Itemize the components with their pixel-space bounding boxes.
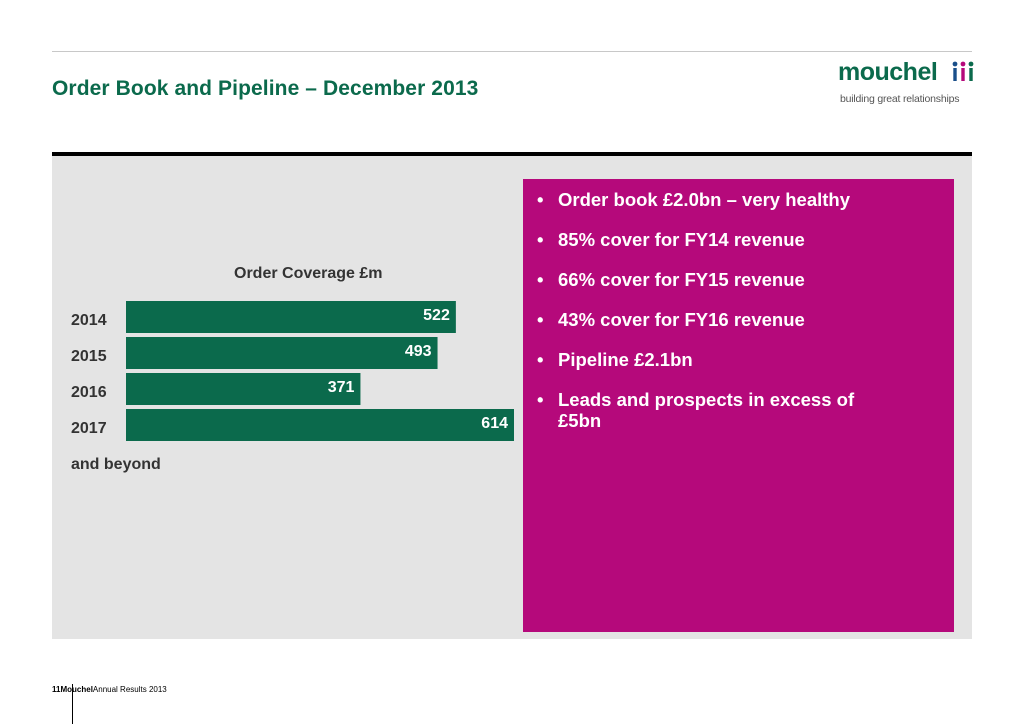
bullet-dot: • <box>537 269 544 290</box>
value-label-2017: 614 <box>481 415 508 432</box>
highlight-text: Leads and prospects in excess of £5bn <box>558 389 855 431</box>
page-number: 11 <box>52 685 61 694</box>
bullet-dot: • <box>537 229 544 250</box>
footer-divider <box>72 684 73 724</box>
highlights-box: • Order book £2.0bn – very healthy • 85% co… <box>523 179 954 632</box>
footer-company: Mouchel <box>60 685 93 694</box>
highlight-item: • Leads and prospects in excess of £5bn <box>535 389 935 431</box>
header-divider <box>52 51 972 52</box>
highlight-text: Pipeline £2.1bn <box>558 349 693 370</box>
category-suffix-label: and beyond <box>71 456 161 473</box>
bar-2015 <box>126 337 438 369</box>
logo-tagline: building great relationships <box>840 93 960 105</box>
content-top-rule <box>52 152 972 156</box>
bar-2016 <box>126 373 361 405</box>
highlight-item: • 66% cover for FY15 revenue <box>535 269 935 290</box>
bullet-dot: • <box>537 189 544 210</box>
footer-report: Annual Results 2013 <box>92 685 167 694</box>
category-label-2016: 2016 <box>71 384 107 401</box>
slide-title: Order Book and Pipeline – December 2013 <box>52 77 479 100</box>
value-label-2014: 522 <box>423 307 450 324</box>
highlight-text: 43% cover for FY16 revenue <box>558 309 805 330</box>
highlight-text: Order book £2.0bn – very healthy <box>558 189 850 210</box>
highlight-text: 66% cover for FY15 revenue <box>558 269 805 290</box>
highlight-item: • 43% cover for FY16 revenue <box>535 309 935 330</box>
highlight-text: 85% cover for FY14 revenue <box>558 229 805 250</box>
category-label-2015: 2015 <box>71 348 107 365</box>
bullet-dot: • <box>537 389 544 410</box>
logo-wordmark: mouchel <box>838 58 938 86</box>
category-label-2014: 2014 <box>71 312 107 329</box>
mouchel-logo: mouchel building great relationships <box>838 58 978 110</box>
highlight-item: • Order book £2.0bn – very healthy <box>535 189 935 210</box>
bar-2017 <box>126 409 514 441</box>
footer: 11MouchelAnnual Results 2013 <box>52 685 167 694</box>
logo-figures-icon <box>952 61 974 81</box>
chart-title: Order Coverage £m <box>234 265 383 282</box>
value-label-2015: 493 <box>405 343 432 360</box>
highlight-item: • Pipeline £2.1bn <box>535 349 935 370</box>
value-label-2016: 371 <box>328 379 355 396</box>
bullet-dot: • <box>537 309 544 330</box>
highlight-item: • 85% cover for FY14 revenue <box>535 229 935 250</box>
bullet-dot: • <box>537 349 544 370</box>
bar-2014 <box>126 301 456 333</box>
highlights-list: • Order book £2.0bn – very healthy • 85% co… <box>535 189 935 450</box>
category-label-2017: 2017 <box>71 420 107 437</box>
order-coverage-chart: Order Coverage £m 2014 522 2015 493 2016 371 20… <box>71 265 514 473</box>
